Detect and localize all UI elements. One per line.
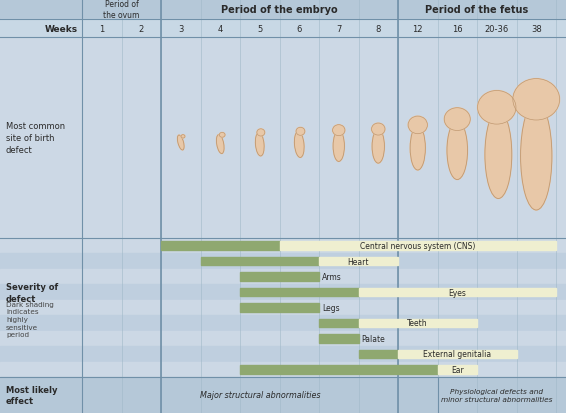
Bar bbox=[0, 346, 566, 362]
Text: Eyes: Eyes bbox=[448, 288, 466, 297]
Bar bbox=[0, 331, 566, 346]
Ellipse shape bbox=[333, 126, 345, 136]
Bar bbox=[161, 242, 280, 250]
Bar bbox=[0, 20, 566, 38]
Text: Period of
the ovum: Period of the ovum bbox=[104, 0, 140, 20]
Text: 7: 7 bbox=[336, 24, 341, 33]
Bar bbox=[240, 304, 319, 312]
Text: Teeth: Teeth bbox=[408, 319, 428, 328]
Text: Central nervous system (CNS): Central nervous system (CNS) bbox=[360, 242, 475, 251]
Text: Legs: Legs bbox=[322, 303, 340, 312]
Ellipse shape bbox=[485, 111, 512, 199]
Ellipse shape bbox=[371, 124, 385, 136]
Bar bbox=[0, 316, 566, 331]
Ellipse shape bbox=[444, 109, 470, 131]
Bar bbox=[319, 335, 358, 343]
Text: Physiological defects and
minor structural abnormalities: Physiological defects and minor structur… bbox=[441, 388, 552, 402]
Text: 2: 2 bbox=[139, 24, 144, 33]
Text: 20-36: 20-36 bbox=[484, 24, 509, 33]
Text: 4: 4 bbox=[217, 24, 223, 33]
Bar bbox=[240, 365, 438, 374]
Bar bbox=[240, 288, 358, 297]
Text: Arms: Arms bbox=[322, 273, 342, 281]
Bar bbox=[0, 362, 566, 377]
Text: 8: 8 bbox=[376, 24, 381, 33]
Bar bbox=[398, 350, 517, 358]
Text: Major structural abnormalities: Major structural abnormalities bbox=[199, 391, 320, 399]
Text: Most likely
effect: Most likely effect bbox=[6, 385, 58, 406]
Ellipse shape bbox=[521, 103, 552, 211]
Ellipse shape bbox=[255, 133, 264, 157]
Bar bbox=[319, 257, 398, 266]
Bar bbox=[240, 273, 319, 281]
Bar bbox=[319, 319, 358, 328]
Text: Most common
site of birth
defect: Most common site of birth defect bbox=[6, 122, 65, 154]
Text: External genitalia: External genitalia bbox=[423, 349, 491, 358]
Bar bbox=[280, 242, 556, 250]
Text: 38: 38 bbox=[531, 24, 542, 33]
Ellipse shape bbox=[294, 132, 304, 158]
Bar bbox=[0, 38, 566, 238]
Ellipse shape bbox=[408, 117, 427, 134]
Text: Ear: Ear bbox=[451, 365, 464, 374]
Bar bbox=[0, 238, 566, 254]
Bar bbox=[0, 269, 566, 285]
Ellipse shape bbox=[216, 135, 224, 154]
Text: Period of the embryo: Period of the embryo bbox=[221, 5, 338, 15]
Bar bbox=[0, 254, 566, 269]
Text: 1: 1 bbox=[99, 24, 104, 33]
Bar bbox=[0, 0, 566, 20]
Text: Severity of
defect: Severity of defect bbox=[6, 283, 58, 304]
Bar bbox=[358, 319, 477, 328]
Text: 5: 5 bbox=[257, 24, 263, 33]
Ellipse shape bbox=[257, 130, 265, 137]
Ellipse shape bbox=[410, 127, 426, 171]
Ellipse shape bbox=[447, 122, 468, 180]
Text: Heart: Heart bbox=[348, 257, 369, 266]
Text: 16: 16 bbox=[452, 24, 462, 33]
Bar bbox=[200, 257, 319, 266]
Text: 12: 12 bbox=[413, 24, 423, 33]
Text: 6: 6 bbox=[297, 24, 302, 33]
Text: Weeks: Weeks bbox=[45, 24, 78, 33]
Ellipse shape bbox=[219, 133, 225, 138]
Bar bbox=[0, 285, 566, 300]
Ellipse shape bbox=[177, 136, 184, 151]
Text: Dark shading
indicates
highly
sensitive
period: Dark shading indicates highly sensitive … bbox=[6, 301, 54, 338]
Bar bbox=[0, 300, 566, 316]
Bar bbox=[438, 365, 477, 374]
Text: Period of the fetus: Period of the fetus bbox=[426, 5, 529, 15]
Ellipse shape bbox=[478, 91, 516, 125]
Ellipse shape bbox=[296, 128, 305, 136]
Ellipse shape bbox=[513, 79, 560, 121]
Bar bbox=[358, 288, 556, 297]
Text: Palate: Palate bbox=[362, 334, 385, 343]
Ellipse shape bbox=[333, 131, 344, 162]
Ellipse shape bbox=[181, 135, 185, 139]
Bar bbox=[358, 350, 398, 358]
Text: 3: 3 bbox=[178, 24, 183, 33]
Bar bbox=[0, 377, 566, 413]
Ellipse shape bbox=[372, 130, 384, 164]
